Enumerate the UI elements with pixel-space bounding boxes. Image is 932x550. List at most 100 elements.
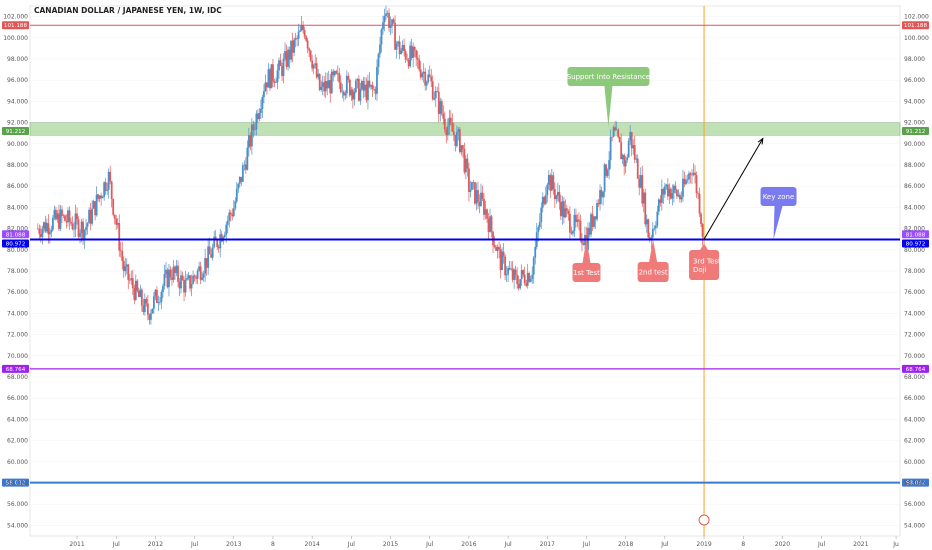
candle-body bbox=[183, 280, 185, 293]
candle-body bbox=[654, 225, 657, 229]
candle-body bbox=[73, 229, 75, 230]
candle-body bbox=[45, 223, 48, 232]
candle-body bbox=[437, 91, 440, 114]
candle-body bbox=[594, 216, 597, 220]
y-tick-label-left: 84.000 bbox=[7, 204, 28, 211]
candle-body bbox=[216, 239, 219, 247]
x-tick-label: 2021 bbox=[853, 541, 868, 548]
y-tick-label-right: 96.000 bbox=[904, 77, 925, 84]
y-tick-label-left: 60.000 bbox=[7, 459, 28, 466]
candle-body bbox=[350, 89, 353, 96]
candle-body bbox=[249, 135, 252, 147]
candle-body bbox=[299, 30, 302, 32]
candle-body bbox=[430, 76, 433, 82]
candle-body bbox=[409, 45, 412, 67]
candle-body bbox=[581, 239, 583, 244]
annotation-second-test bbox=[637, 262, 669, 282]
candle-body bbox=[148, 314, 151, 320]
candle-body bbox=[238, 176, 241, 184]
candle-body bbox=[484, 209, 487, 215]
annotation-third-test bbox=[689, 250, 720, 280]
candle-body bbox=[559, 202, 562, 217]
candle-body bbox=[455, 131, 458, 146]
candle-body bbox=[244, 164, 247, 170]
candle-body bbox=[86, 223, 89, 227]
candle-body bbox=[344, 93, 347, 96]
candle-body bbox=[52, 217, 54, 230]
candle-body bbox=[107, 171, 110, 190]
candle-body bbox=[507, 267, 510, 275]
candle-body bbox=[165, 269, 167, 274]
candle-body bbox=[523, 274, 526, 284]
candle-body bbox=[565, 208, 568, 211]
candle-body bbox=[449, 117, 452, 123]
candle-body bbox=[232, 208, 235, 217]
candle-body bbox=[59, 209, 62, 229]
candle-body bbox=[356, 78, 359, 81]
candle-body bbox=[676, 189, 678, 197]
candle-body bbox=[564, 208, 567, 218]
y-tick-label-left: 92.000 bbox=[7, 120, 28, 127]
candle-body bbox=[235, 188, 238, 202]
candle-body bbox=[691, 174, 693, 176]
y-tick-label-left: 64.000 bbox=[7, 416, 28, 423]
y-tick-label-left: 76.000 bbox=[7, 289, 28, 296]
candle-body bbox=[669, 188, 672, 199]
candle-body bbox=[395, 43, 398, 50]
candle-body bbox=[609, 136, 612, 161]
x-tick-label: Jul bbox=[190, 541, 199, 548]
candle-body bbox=[373, 88, 375, 90]
candle-body bbox=[460, 145, 463, 153]
candle-body bbox=[257, 113, 259, 120]
candle-body bbox=[74, 213, 77, 230]
candle-body bbox=[439, 101, 442, 114]
candle-body bbox=[315, 63, 318, 78]
candle-body bbox=[39, 233, 42, 238]
candle-body bbox=[442, 113, 445, 119]
candle-body bbox=[104, 182, 107, 191]
y-tick-label-left: 94.000 bbox=[7, 98, 28, 105]
candle-body bbox=[208, 246, 211, 255]
candle-body bbox=[504, 256, 506, 276]
candle-body bbox=[252, 124, 255, 130]
candle-body bbox=[205, 258, 208, 268]
candle-body bbox=[615, 129, 618, 131]
candle-body bbox=[454, 134, 457, 146]
y-tick-label-left: 96.000 bbox=[7, 77, 28, 84]
candle-body bbox=[287, 49, 289, 67]
candle-body bbox=[345, 75, 348, 94]
candle-body bbox=[181, 275, 184, 281]
candle-body bbox=[118, 223, 121, 251]
candle-body bbox=[701, 223, 704, 237]
y-tick-label-right: 76.000 bbox=[904, 289, 925, 296]
candle-body bbox=[419, 69, 422, 78]
candle-body bbox=[77, 219, 80, 237]
candle-body bbox=[333, 71, 336, 76]
candle-body bbox=[475, 190, 478, 204]
candle-body bbox=[154, 289, 157, 297]
annotation-pointer bbox=[649, 239, 658, 262]
candle-body bbox=[434, 90, 437, 99]
candle-body bbox=[109, 171, 112, 182]
candle-body bbox=[55, 209, 57, 220]
candle-body bbox=[95, 194, 98, 216]
candle-body bbox=[160, 292, 163, 303]
candle-body bbox=[303, 30, 306, 37]
candle-body bbox=[502, 251, 505, 257]
candle-body bbox=[198, 266, 201, 271]
candle-body bbox=[177, 265, 179, 282]
projection-arrow bbox=[703, 138, 764, 240]
x-tick-label: Jul bbox=[582, 541, 591, 548]
level-badge-label: 80.972 bbox=[6, 241, 26, 247]
candle-body bbox=[626, 157, 629, 161]
candle-body bbox=[124, 266, 127, 272]
candle-body bbox=[531, 274, 534, 279]
candle-body bbox=[112, 199, 115, 215]
candle-body bbox=[285, 51, 288, 67]
candle-body bbox=[463, 149, 466, 173]
y-tick-label-right: 68.000 bbox=[904, 374, 925, 381]
candle-body bbox=[128, 280, 131, 281]
candle-body bbox=[436, 90, 439, 92]
candle-body bbox=[225, 224, 228, 235]
candle-body bbox=[668, 188, 671, 197]
